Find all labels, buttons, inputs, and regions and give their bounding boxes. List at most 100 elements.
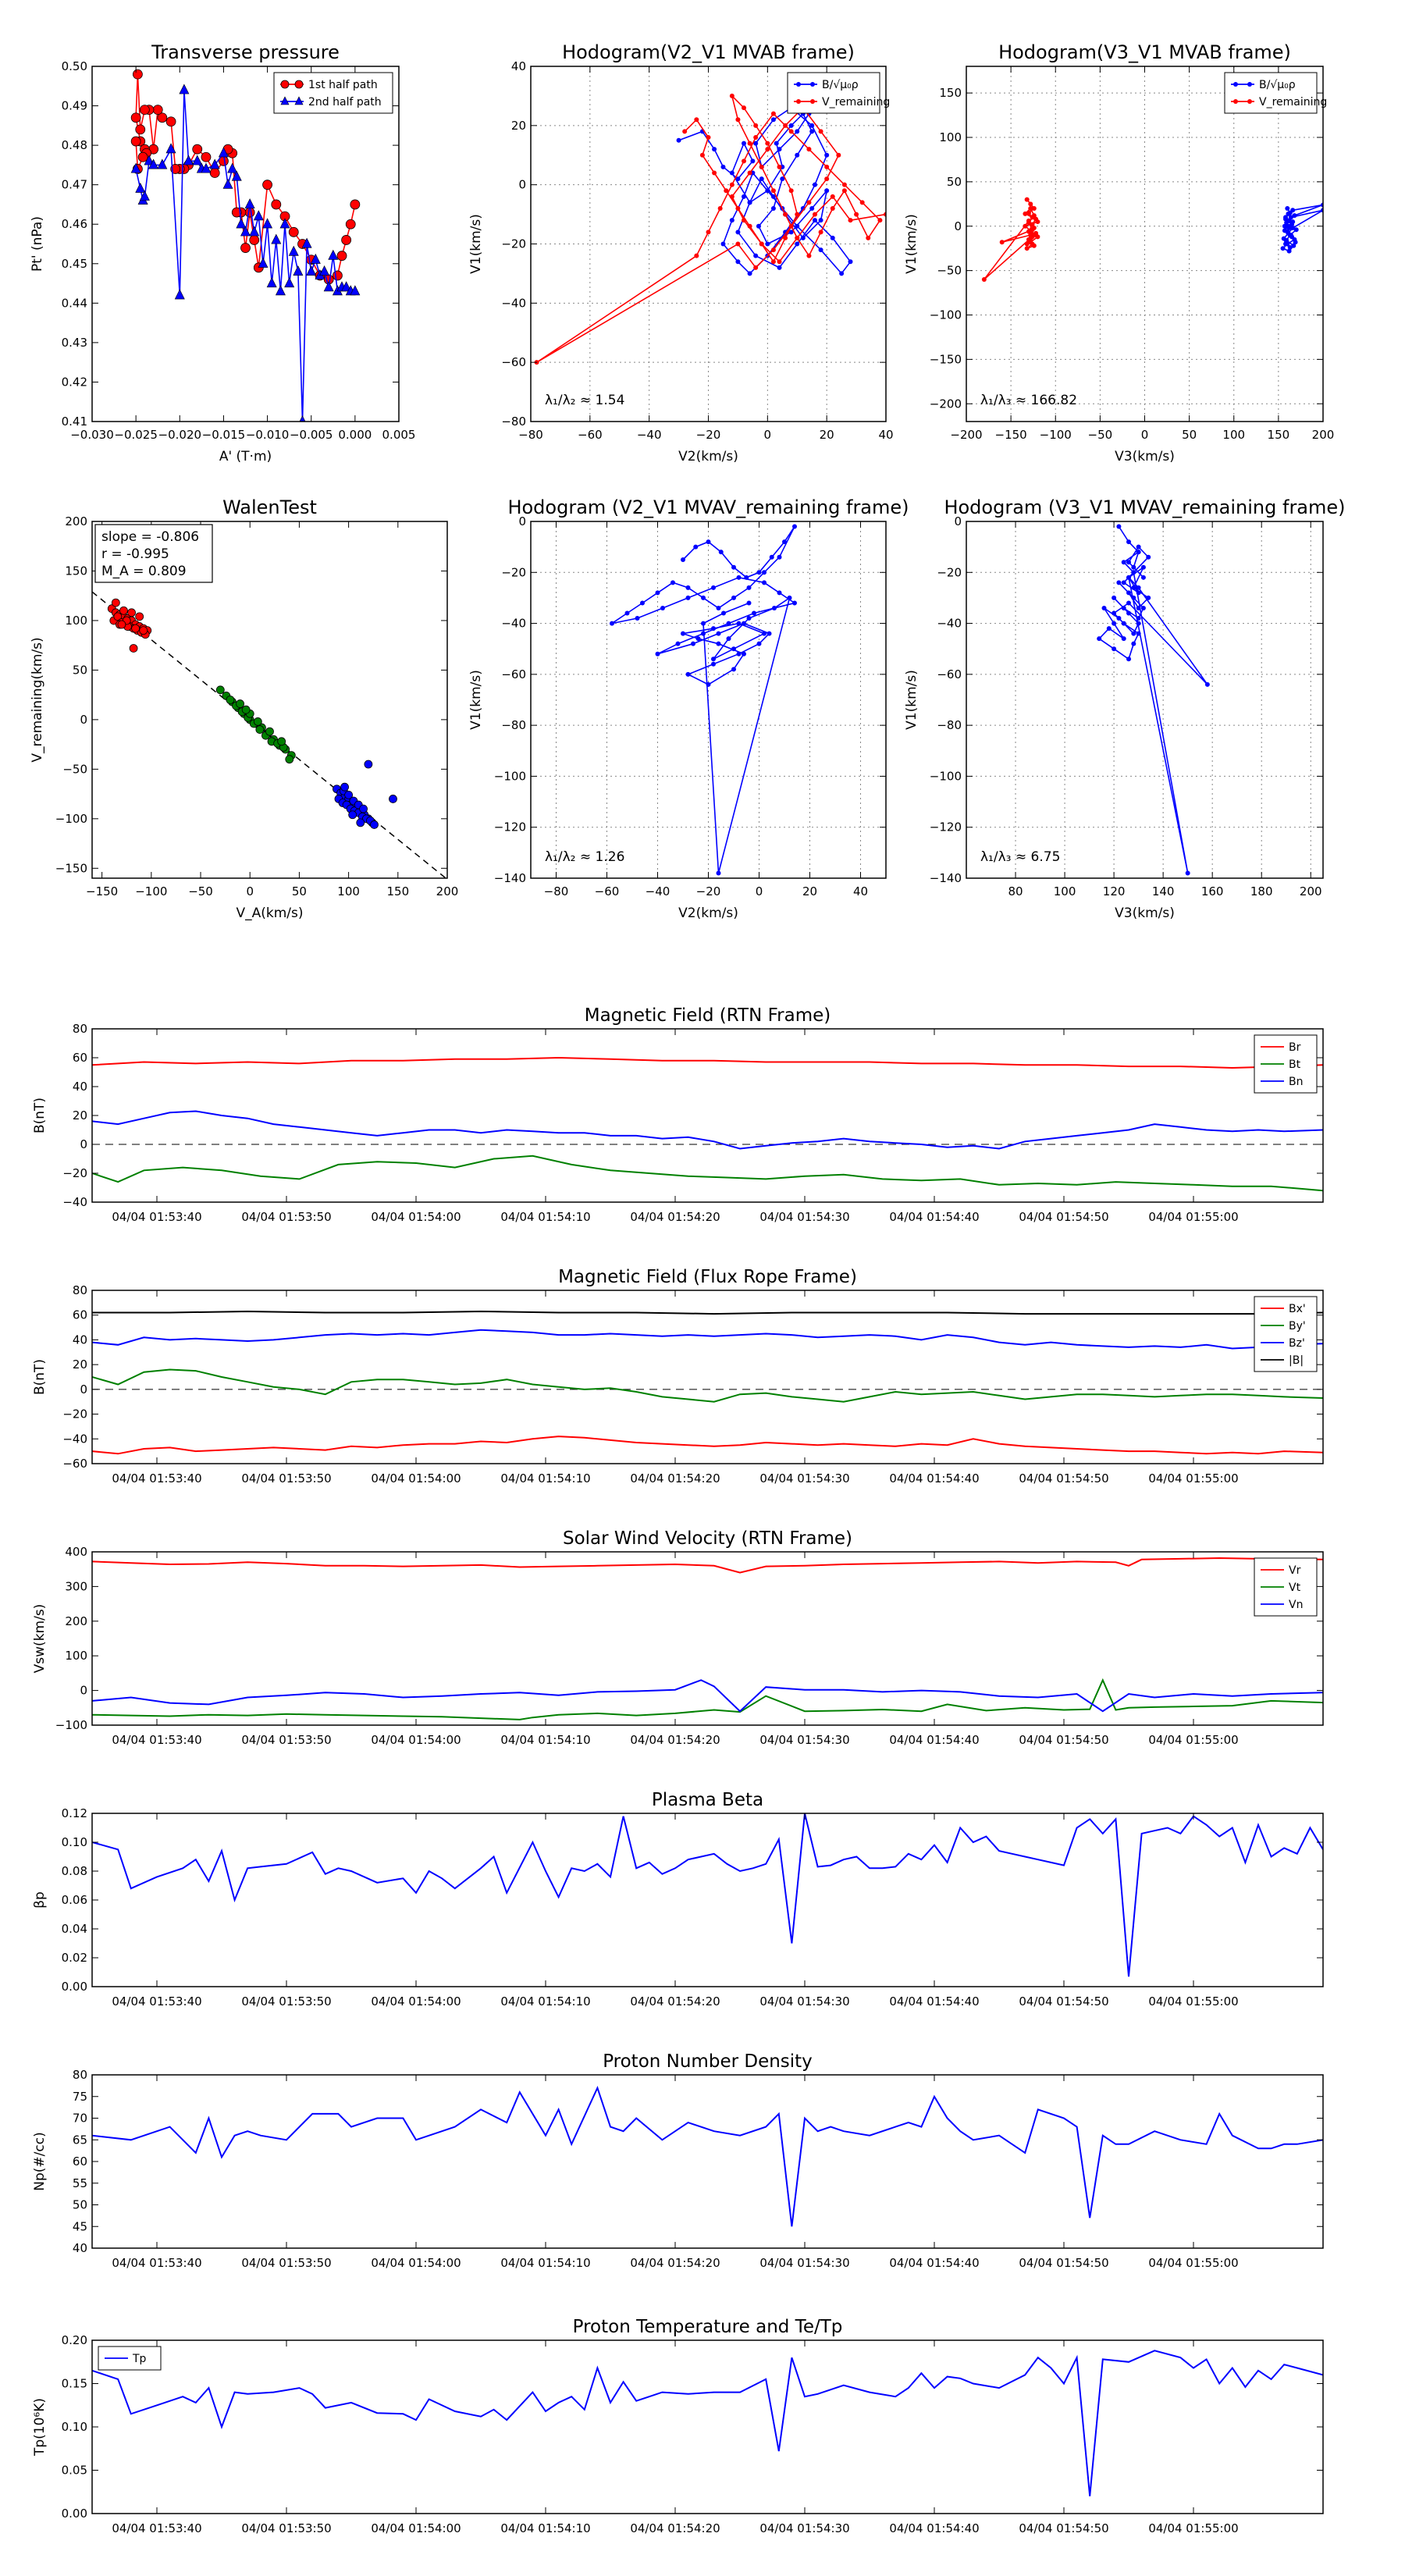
data-point: [389, 795, 397, 803]
data-point: [762, 631, 767, 636]
data-point: [877, 218, 883, 223]
series-Br: [92, 1056, 1323, 1069]
data-point: [813, 182, 817, 187]
x-tick-label: 200: [436, 884, 459, 898]
y-tick-label: 300: [65, 1579, 87, 1593]
y-tick-label: 0.41: [62, 415, 87, 429]
y-tick-label: 0.50: [62, 59, 87, 73]
x-tick-label: 80: [1008, 884, 1023, 898]
data-point: [1146, 554, 1151, 560]
series-V_remaining: [534, 93, 886, 365]
y-tick-label: 400: [65, 1545, 87, 1559]
y-tick-label: −50: [62, 762, 87, 776]
x-tick-label: 04/04 01:54:20: [630, 1471, 720, 1485]
data-point: [1136, 605, 1141, 610]
data-point: [1290, 208, 1296, 213]
data-point: [241, 705, 251, 714]
data-point: [1285, 206, 1290, 211]
legend-label: V_remaining: [1259, 96, 1327, 109]
data-point: [1280, 246, 1286, 251]
data-point: [215, 685, 225, 695]
data-point: [1126, 610, 1132, 616]
data-point: [1286, 211, 1291, 216]
data-point: [1284, 220, 1289, 226]
data-point: [824, 188, 830, 194]
data-point: [144, 155, 155, 165]
x-tick-label: −40: [646, 884, 670, 898]
y-tick-label: 80: [73, 1283, 87, 1297]
y-tick-label: 0.05: [62, 2464, 87, 2478]
data-point: [774, 141, 779, 146]
data-point: [742, 141, 746, 146]
data-point: [1282, 223, 1287, 229]
y-tick-label: 40: [511, 59, 526, 73]
data-point: [328, 249, 339, 260]
data-point: [1286, 248, 1292, 254]
legend-box: [273, 72, 393, 114]
y-axis-label: V1(km/s): [904, 670, 919, 730]
data-point: [841, 182, 847, 187]
data-point: [1031, 226, 1037, 231]
data-point: [706, 135, 711, 140]
y-tick-label: −40: [501, 296, 526, 310]
data-point: [726, 621, 731, 626]
x-tick-label: 40: [853, 884, 868, 898]
x-tick-label: 04/04 01:54:10: [500, 2521, 590, 2535]
data-point: [1023, 211, 1028, 216]
x-tick-label: 04/04 01:55:00: [1148, 1210, 1238, 1224]
data-point: [183, 155, 194, 165]
y-tick-label: 200: [65, 514, 87, 528]
legend-marker: [810, 99, 815, 104]
x-tick-label: 04/04 01:54:40: [889, 2256, 979, 2270]
legend: Bx' By' Bz' |B|: [1254, 1296, 1318, 1372]
chart-h2: Hodogram(V3_V1 MVAB frame) −200 −150 −100 −5…: [904, 41, 1334, 464]
y-tick-label: −20: [937, 565, 962, 579]
chart-tp: Transverse pressure 0.41 0.42 0.43 0.44 0.45 0…: [30, 41, 415, 464]
y-tick-label: 0: [954, 514, 962, 528]
annotation-line: r = -0.995: [101, 546, 169, 562]
legend-marker: [294, 96, 304, 105]
data-point: [1136, 550, 1141, 555]
y-axis-label: V_remaining(km/s): [30, 637, 45, 762]
data-point: [255, 725, 265, 734]
axes-frame: [91, 1290, 1324, 1464]
x-tick-label: 0.005: [382, 428, 416, 442]
annotation-line: slope = -0.806: [101, 529, 199, 545]
x-tick-label: −0.010: [246, 428, 290, 442]
data-point: [655, 651, 660, 656]
data-point: [731, 646, 736, 652]
data-point: [340, 782, 349, 792]
data-point: [735, 241, 741, 247]
y-tick-label: 45: [73, 2219, 87, 2233]
data-point: [310, 253, 321, 264]
data-point: [795, 235, 800, 240]
x-axis-label: V_A(km/s): [236, 906, 303, 921]
data-point: [165, 143, 176, 154]
data-point: [685, 585, 691, 590]
data-point: [848, 259, 853, 265]
data-point: [192, 144, 203, 155]
y-tick-label: 80: [73, 2068, 87, 2082]
x-tick-label: 04/04 01:54:50: [1019, 2521, 1108, 2535]
chart-title: Transverse pressure: [151, 41, 340, 63]
data-point: [1024, 241, 1030, 247]
data-point: [1097, 636, 1102, 642]
data-point: [1140, 564, 1146, 570]
data-point: [809, 206, 815, 211]
data-point: [818, 218, 823, 223]
x-tick-label: −150: [86, 884, 118, 898]
data-point: [364, 760, 373, 769]
data-point: [753, 265, 759, 270]
data-point: [777, 554, 782, 560]
data-point: [1028, 201, 1033, 207]
data-point: [729, 93, 735, 98]
x-tick-label: 04/04 01:54:00: [371, 1210, 461, 1224]
data-point: [695, 636, 701, 642]
data-point: [777, 590, 782, 596]
data-point: [706, 539, 711, 545]
data-point: [1136, 631, 1141, 636]
y-tick-label: 20: [73, 1108, 87, 1123]
data-point: [341, 281, 352, 292]
chart-title: Plasma Beta: [652, 1790, 763, 1810]
ratio-annotation: λ₁/λ₂ ≈ 1.26: [545, 849, 624, 865]
